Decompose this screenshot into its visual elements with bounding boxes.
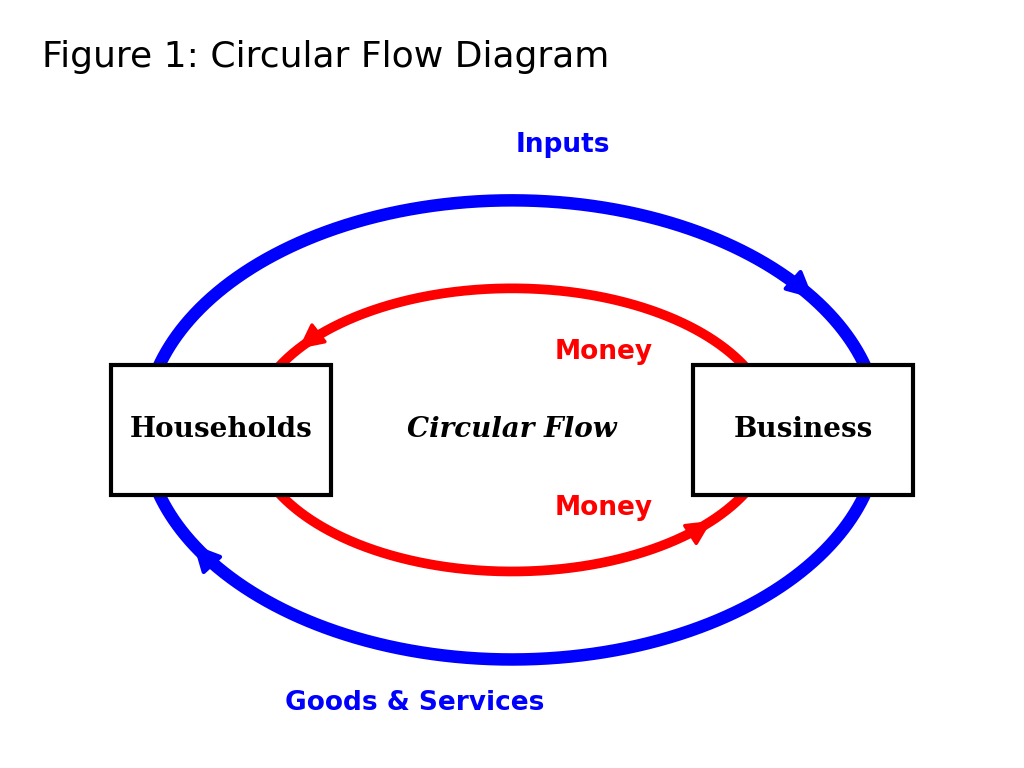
Text: Figure 1: Circular Flow Diagram: Figure 1: Circular Flow Diagram — [42, 40, 609, 74]
FancyBboxPatch shape — [112, 365, 331, 495]
Text: Circular Flow: Circular Flow — [408, 416, 616, 443]
FancyBboxPatch shape — [693, 365, 912, 495]
Text: Business: Business — [733, 416, 872, 443]
Text: Money: Money — [555, 339, 653, 365]
Text: Money: Money — [555, 495, 653, 521]
Text: Inputs: Inputs — [516, 132, 610, 158]
Text: Goods & Services: Goods & Services — [286, 690, 545, 716]
Text: Households: Households — [130, 416, 312, 443]
